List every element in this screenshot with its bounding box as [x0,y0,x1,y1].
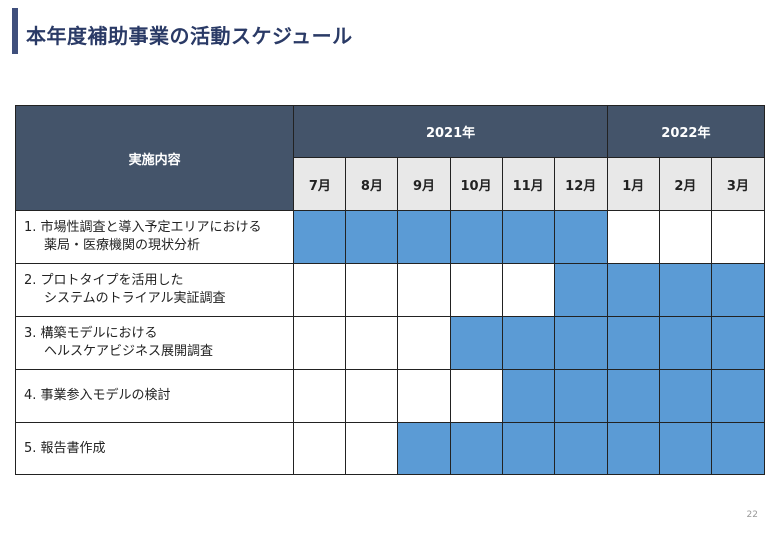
month-header-row: 7月 8月 9月 10月 11月 12月 1月 2月 3月 [16,157,766,211]
month-header: 8月 [345,157,399,211]
schedule-bar-cell [501,422,555,475]
page-number: 22 [746,510,758,520]
schedule-bar-cell [553,422,608,475]
schedule-empty-cell [345,316,399,370]
task-row: 1. 市場性調査と導入予定エリアにおける薬局・医療機関の現状分析 [14,210,766,264]
month-header: 9月 [397,157,451,211]
task-rows: 1. 市場性調査と導入予定エリアにおける 薬局・医療機関の現状分析 2. プロトタイ… [14,210,766,475]
task-label: 1. 市場性調査と導入予定エリアにおける薬局・医療機関の現状分析 [14,210,295,264]
schedule-empty-cell [449,369,503,423]
schedule-empty-cell [345,422,399,475]
task-row: 3. 構築モデルにおけるヘルスケアビジネス展開調査 [14,316,766,370]
schedule-empty-cell [397,369,451,423]
schedule-empty-cell [658,210,712,264]
schedule-bar-cell [293,210,347,264]
task-label: 3. 構築モデルにおけるヘルスケアビジネス展開調査 [14,316,295,370]
year-header-2022: 2022年 [606,105,766,158]
task-label-line2: ヘルスケアビジネス展開調査 [44,344,214,359]
month-header: 2月 [658,157,712,211]
schedule-bar-cell [710,369,766,423]
schedule-bar-cell [658,422,712,475]
schedule-empty-cell [397,316,451,370]
schedule-table: 実施内容 2021年 2022年 7月 8月 9月 10月 11月 12月 1月… [14,105,766,475]
month-header: 1月 [606,157,660,211]
task-label: 5. 報告書作成 [14,422,295,475]
schedule-bar-cell [553,263,608,317]
schedule-bar-cell [397,422,451,475]
task-label-line1: 5. 報告書作成 [24,440,106,456]
task-label-line1: 2. プロトタイプを活用した [24,273,184,288]
schedule-empty-cell [345,263,399,317]
title-accent-bar [12,8,18,54]
task-label-line1: 3. 構築モデルにおける [24,326,158,341]
month-header: 12月 [553,157,608,211]
task-label: 2. プロトタイプを活用したシステムのトライアル実証調査 [14,263,295,317]
content-header: 実施内容 [14,105,295,211]
schedule-bar-cell [449,316,503,370]
schedule-bar-cell [658,263,712,317]
schedule-bar-cell [345,210,399,264]
schedule-empty-cell [397,263,451,317]
task-label-line2: 薬局・医療機関の現状分析 [44,238,201,253]
schedule-bar-cell [397,210,451,264]
schedule-empty-cell [449,263,503,317]
page-title: 本年度補助事業の活動スケジュール [26,24,353,48]
task-row: 2. プロトタイプを活用したシステムのトライアル実証調査 [14,263,766,317]
month-header: 7月 [293,157,347,211]
schedule-bar-cell [553,316,608,370]
task-label-line1: 4. 事業参入モデルの検討 [24,388,171,403]
schedule-bar-cell [501,210,555,264]
schedule-empty-cell [501,263,555,317]
schedule-bar-cell [658,316,712,370]
schedule-bar-cell [606,422,660,475]
year-header-2021: 2021年 [293,105,608,158]
schedule-bar-cell [606,316,660,370]
schedule-bar-cell [710,422,766,475]
schedule-empty-cell [345,369,399,423]
task-label-line2: システムのトライアル実証調査 [44,291,226,306]
schedule-bar-cell [553,210,608,264]
schedule-bar-cell [606,263,660,317]
schedule-empty-cell [293,263,347,317]
schedule-empty-cell [293,369,347,423]
schedule-bar-cell [449,210,503,264]
schedule-bar-cell [501,369,555,423]
schedule-empty-cell [293,422,347,475]
schedule-bar-cell [710,263,766,317]
task-row: 4. 事業参入モデルの検討 [14,369,766,423]
schedule-bar-cell [449,422,503,475]
month-header: 3月 [710,157,766,211]
year-header-row: 実施内容 2021年 2022年 [14,105,766,211]
schedule-empty-cell [606,210,660,264]
month-header: 10月 [449,157,503,211]
schedule-bar-cell [553,369,608,423]
schedule-empty-cell [293,316,347,370]
month-header: 11月 [501,157,555,211]
task-label: 4. 事業参入モデルの検討 [14,369,295,423]
task-label-line1: 1. 市場性調査と導入予定エリアにおける [24,220,262,235]
schedule-bar-cell [658,369,712,423]
schedule-bar-cell [606,369,660,423]
task-row: 5. 報告書作成 [14,422,766,475]
schedule-bar-cell [501,316,555,370]
schedule-bar-cell [710,316,766,370]
schedule-empty-cell [710,210,766,264]
